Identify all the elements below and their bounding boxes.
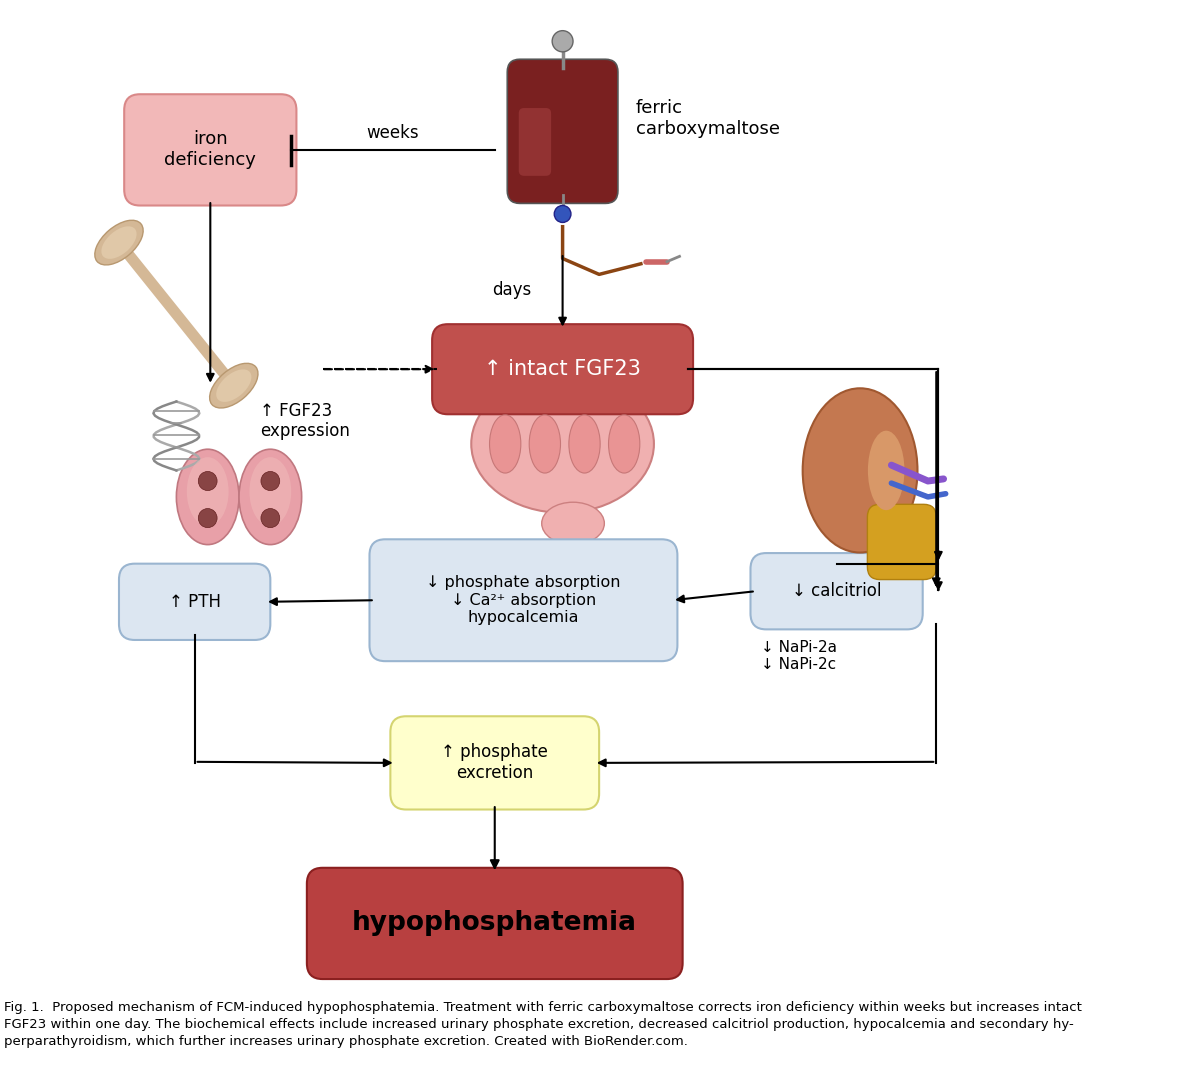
Ellipse shape [216,370,252,402]
Text: ↓ phosphate absorption
↓ Ca²⁺ absorption
hypocalcemia: ↓ phosphate absorption ↓ Ca²⁺ absorption… [426,576,620,625]
FancyBboxPatch shape [432,325,694,414]
Text: Fig. 1.  Proposed mechanism of FCM-induced hypophosphatemia. Treatment with ferr: Fig. 1. Proposed mechanism of FCM-induce… [4,1001,1082,1048]
Circle shape [552,31,574,52]
Ellipse shape [803,389,918,552]
Ellipse shape [472,375,654,513]
FancyBboxPatch shape [125,94,296,205]
Circle shape [554,205,571,222]
Ellipse shape [239,450,301,545]
Text: ↑ intact FGF23: ↑ intact FGF23 [484,359,641,379]
FancyBboxPatch shape [750,553,923,629]
Ellipse shape [176,450,239,545]
Text: ↓ NaPi-2a
↓ NaPi-2c: ↓ NaPi-2a ↓ NaPi-2c [761,640,836,673]
Text: days: days [492,281,532,299]
Ellipse shape [95,220,143,265]
Ellipse shape [529,414,560,473]
Ellipse shape [490,414,521,473]
FancyBboxPatch shape [119,564,270,640]
Ellipse shape [101,226,137,258]
Ellipse shape [187,457,228,527]
Circle shape [198,471,217,490]
FancyBboxPatch shape [508,59,618,203]
FancyBboxPatch shape [868,504,936,580]
Circle shape [260,508,280,528]
FancyBboxPatch shape [370,539,678,661]
Circle shape [198,508,217,528]
Text: hypophosphatemia: hypophosphatemia [353,910,637,937]
Text: ↓ calcitriol: ↓ calcitriol [792,582,881,600]
Ellipse shape [250,457,292,527]
FancyBboxPatch shape [390,717,599,810]
Text: ↑ phosphate
excretion: ↑ phosphate excretion [442,743,548,782]
Text: ferric
carboxymaltose: ferric carboxymaltose [636,99,780,138]
Text: ↑ FGF23
expression: ↑ FGF23 expression [260,402,349,440]
FancyBboxPatch shape [518,108,551,176]
Ellipse shape [210,363,258,408]
Text: iron
deficiency: iron deficiency [164,130,257,169]
Ellipse shape [569,414,600,473]
Circle shape [260,471,280,490]
Ellipse shape [868,430,905,511]
FancyBboxPatch shape [307,868,683,979]
Ellipse shape [608,414,640,473]
Text: weeks: weeks [367,124,419,142]
Text: ↑ PTH: ↑ PTH [169,593,221,611]
Ellipse shape [541,502,605,545]
